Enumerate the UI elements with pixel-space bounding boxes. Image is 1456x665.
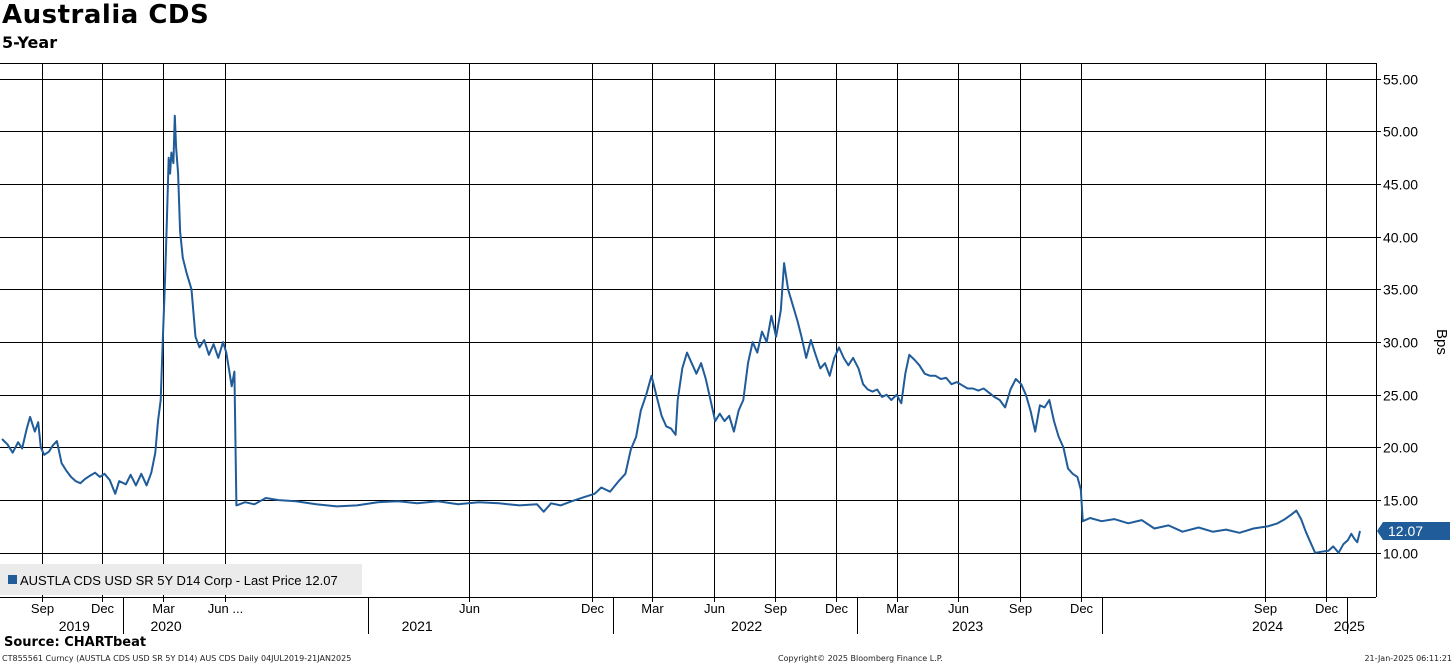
x-tick-label: Sep: [764, 601, 787, 616]
y-tick-label: 45.00: [1383, 177, 1418, 193]
x-tick-label: Dec: [825, 601, 849, 616]
last-price-label: 12.07: [1388, 523, 1423, 539]
y-tick-label: 20.00: [1383, 440, 1418, 456]
y-axis-ticks: 55.00 50.00 45.00 40.00 35.00 30.00 25.00 20.00…: [1376, 72, 1418, 562]
x-tick-label: Jun: [704, 601, 725, 616]
series-group: [1, 114, 1361, 554]
x-tick-label: Dec: [1315, 601, 1339, 616]
x-axis-ticks: Sep Dec Mar Jun ... Jun Dec Mar Jun Sep Dec Mar Jun…: [31, 597, 1365, 634]
y-tick-label: 10.00: [1383, 546, 1418, 562]
x-tick-label: Mar: [886, 601, 909, 616]
legend-label: AUSTLA CDS USD SR 5Y D14 Corp - Last Pri…: [20, 573, 338, 588]
copyright: Copyright© 2025 Bloomberg Finance L.P.: [778, 654, 943, 663]
x-year-label: 2021: [402, 618, 433, 634]
x-year-label: 2019: [59, 618, 90, 634]
timestamp: 21-Jan-2025 06:11:21: [1364, 654, 1452, 663]
x-tick-label: Jun: [948, 601, 969, 616]
x-tick-label: Jun: [459, 601, 480, 616]
last-price-badge: [1377, 521, 1450, 540]
x-tick-label: Dec: [581, 601, 605, 616]
y-axis-label: Bps: [1433, 329, 1450, 355]
x-year-label: 2020: [150, 618, 181, 634]
x-tick-label: Jun ...: [208, 601, 243, 616]
y-tick-label: 35.00: [1383, 282, 1418, 298]
y-tick-label: 15.00: [1383, 493, 1418, 509]
x-year-label: 2023: [952, 618, 983, 634]
x-tick-label: Mar: [152, 601, 175, 616]
last-price-marker: 12.07: [1377, 521, 1450, 540]
legend-swatch: [8, 575, 17, 584]
x-tick-label: Sep: [1254, 601, 1277, 616]
y-tick-label: 50.00: [1383, 124, 1418, 140]
ticker-info: CT855561 Curncy (AUSTLA CDS USD SR 5Y D1…: [2, 654, 352, 663]
vertical-gridlines: [42, 63, 1327, 597]
x-year-label: 2025: [1334, 618, 1365, 634]
x-tick-label: Dec: [1070, 601, 1094, 616]
x-tick-label: Sep: [1009, 601, 1032, 616]
x-year-label: 2024: [1252, 618, 1283, 634]
horizontal-gridlines: [0, 79, 1376, 554]
y-tick-label: 40.00: [1383, 230, 1418, 246]
chart-title: Australia CDS: [2, 0, 210, 30]
legend-background: [0, 564, 362, 595]
legend: AUSTLA CDS USD SR 5Y D14 Corp - Last Pri…: [0, 564, 362, 595]
y-tick-label: 55.00: [1383, 72, 1418, 88]
source-note: Source: CHARTbeat: [4, 635, 147, 650]
plot-frame: [0, 63, 1377, 598]
y-tick-label: 30.00: [1383, 335, 1418, 351]
x-year-label: 2022: [731, 618, 762, 634]
x-tick-label: Mar: [641, 601, 664, 616]
chart-subtitle: 5-Year: [2, 33, 58, 52]
y-tick-label: 25.00: [1383, 388, 1418, 404]
series-line: [1, 114, 1361, 554]
x-tick-label: Dec: [91, 601, 115, 616]
x-tick-label: Sep: [31, 601, 54, 616]
